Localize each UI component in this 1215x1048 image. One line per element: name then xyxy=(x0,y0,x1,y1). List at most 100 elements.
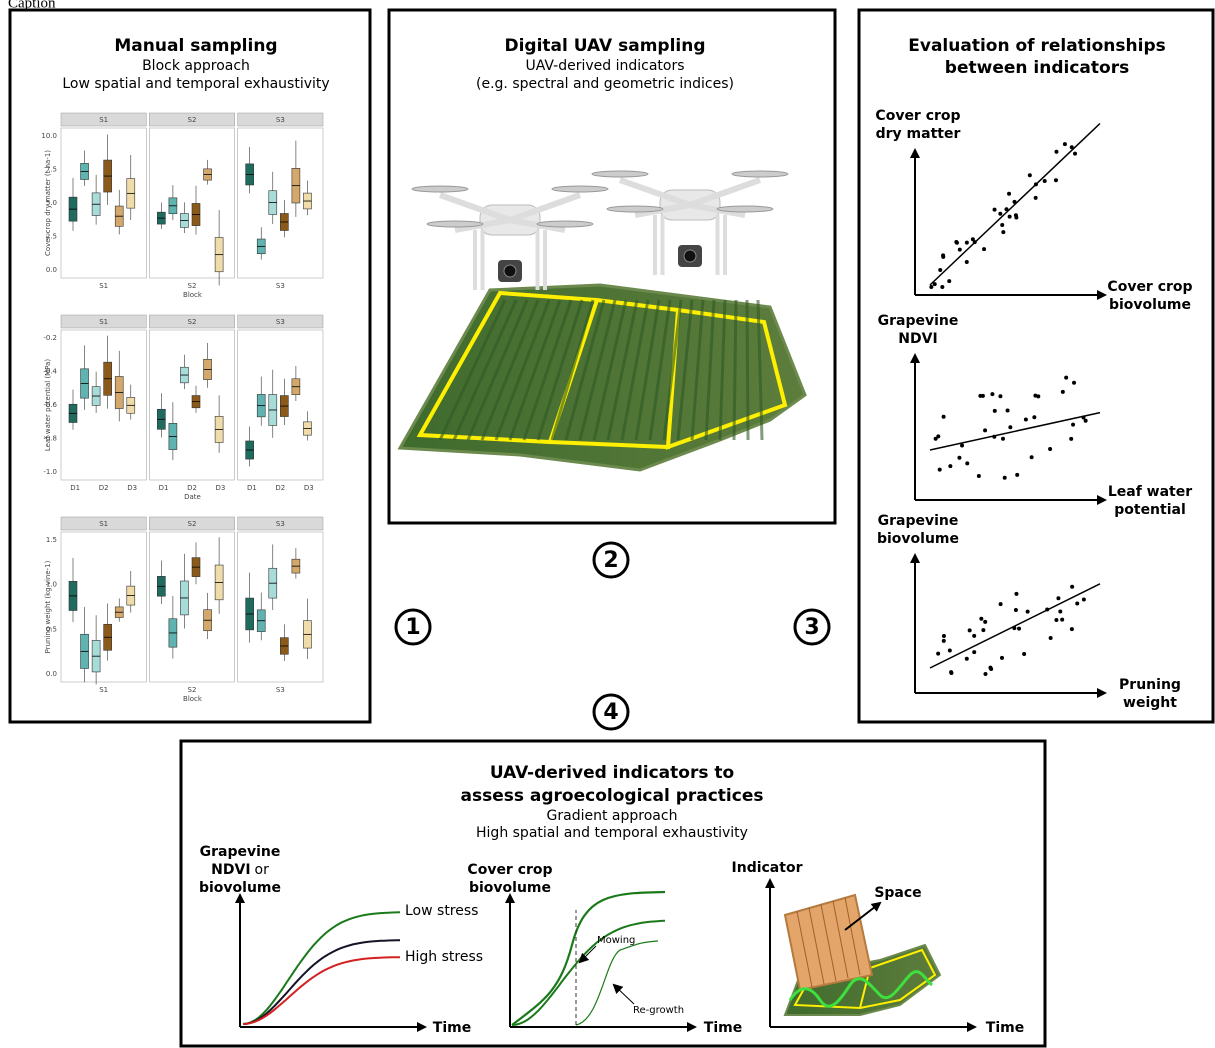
step-number: 4 xyxy=(603,700,618,725)
panel-title: between indicators xyxy=(945,58,1129,78)
axis xyxy=(844,901,882,931)
drone-arm xyxy=(438,192,512,223)
propeller xyxy=(606,205,664,213)
x-tick-label: D2 xyxy=(275,484,285,492)
lens xyxy=(503,264,517,278)
scatter-point xyxy=(1075,601,1080,606)
scatter-point xyxy=(983,428,988,433)
panel-subtitle: Low spatial and temporal exhaustivity xyxy=(62,76,329,92)
scatter-point xyxy=(954,240,959,245)
scatter-point xyxy=(1053,178,1058,183)
scatter-point xyxy=(1033,182,1038,187)
crop-row xyxy=(732,299,738,441)
axis-label: Leaf water xyxy=(1108,484,1192,500)
facet-strip xyxy=(149,112,235,127)
facet-label: S1 xyxy=(99,318,108,326)
panel-subtitle: Block approach xyxy=(142,58,250,74)
scatter-point xyxy=(960,443,965,448)
scatter-point xyxy=(1014,591,1019,596)
scatter-point xyxy=(964,259,969,264)
scatter-point xyxy=(1036,394,1041,399)
drone-arm xyxy=(508,192,582,223)
scatter-point xyxy=(941,634,946,639)
y-tick-label: -1.0 xyxy=(43,468,57,476)
caption: Caption xyxy=(8,0,56,11)
scatter-point xyxy=(1064,375,1069,380)
scatter-point xyxy=(1054,617,1059,622)
facet-strip xyxy=(60,112,147,127)
scatter-point xyxy=(1007,191,1012,196)
facet-label: S3 xyxy=(276,520,285,528)
scatter-point xyxy=(1005,408,1010,413)
scatter-point xyxy=(972,240,977,245)
crop-row xyxy=(550,299,595,441)
scatter-point xyxy=(972,633,977,638)
x-tick-label: S3 xyxy=(276,282,285,290)
drone-arm xyxy=(618,177,692,208)
axis-label: dry matter xyxy=(876,126,961,142)
scatter-point xyxy=(983,671,988,676)
axis-label: Cover crop xyxy=(1107,279,1192,295)
panel-subtitle: (e.g. spectral and geometric indices) xyxy=(476,76,734,92)
scatter-point xyxy=(1017,626,1022,631)
x-tick-label: D1 xyxy=(159,484,169,492)
scatter-point xyxy=(998,211,1003,216)
axis-label: potential xyxy=(1114,502,1186,518)
propeller xyxy=(411,185,469,193)
scatter-point xyxy=(936,434,941,439)
scatter-point xyxy=(1014,215,1019,220)
scatter-point xyxy=(1056,596,1061,601)
facet-label: S3 xyxy=(276,116,285,124)
crop-row xyxy=(452,299,518,441)
facet-label: S3 xyxy=(276,318,285,326)
ortho-row xyxy=(832,900,849,979)
scatter-point xyxy=(947,279,952,284)
panel-title: assess agroecological practices xyxy=(461,786,764,806)
y-tick-label: 1.0 xyxy=(46,581,57,589)
scatter-point xyxy=(1008,425,1013,430)
scatter-point xyxy=(1070,584,1075,589)
scatter-point xyxy=(1027,173,1032,178)
scatter-point xyxy=(1069,436,1074,441)
x-tick-label: D3 xyxy=(304,484,314,492)
panel-subtitle: High spatial and temporal exhaustivity xyxy=(476,825,748,841)
crop-row xyxy=(634,299,661,441)
axis-label: Cover crop dry matter (t ha-1) xyxy=(44,150,52,256)
axis-label: Grapevine xyxy=(200,844,281,860)
trend-line xyxy=(929,583,1101,669)
scatter-point xyxy=(941,254,946,259)
scatter-point xyxy=(1081,415,1086,420)
axis-label: biovolume xyxy=(877,531,959,547)
crop-row xyxy=(690,299,705,441)
scatter-point xyxy=(967,628,972,633)
step-number: 1 xyxy=(405,615,420,640)
ortho-row xyxy=(844,897,861,976)
curve xyxy=(511,919,666,1026)
facet-strip xyxy=(237,314,324,329)
axis-label: NDVI or xyxy=(211,862,269,878)
panel-frame xyxy=(387,8,837,525)
scatter-point xyxy=(1045,607,1050,612)
scatter-point xyxy=(1015,472,1020,477)
scatter-point xyxy=(929,285,934,289)
axis-label: Time xyxy=(433,1020,471,1036)
panel-title: Evaluation of relationships xyxy=(908,36,1166,56)
step-circle xyxy=(592,541,630,579)
curve xyxy=(242,939,401,1025)
facet-label: S1 xyxy=(99,520,108,528)
panel-title: Digital UAV sampling xyxy=(504,36,705,56)
axis-label: Time xyxy=(704,1020,742,1036)
crop-row xyxy=(745,299,750,441)
x-tick-label: S1 xyxy=(99,282,108,290)
axis-label: biovolume xyxy=(1109,297,1191,313)
facet-strip xyxy=(60,314,147,329)
scatter-point xyxy=(988,665,993,670)
crop-row xyxy=(508,299,562,441)
scatter-point xyxy=(999,655,1004,660)
y-tick-label: -0.8 xyxy=(43,435,57,443)
x-tick-label: D3 xyxy=(127,484,137,492)
scatter-point xyxy=(937,467,942,472)
scatter-point xyxy=(1007,214,1012,219)
crop-row xyxy=(494,299,551,441)
